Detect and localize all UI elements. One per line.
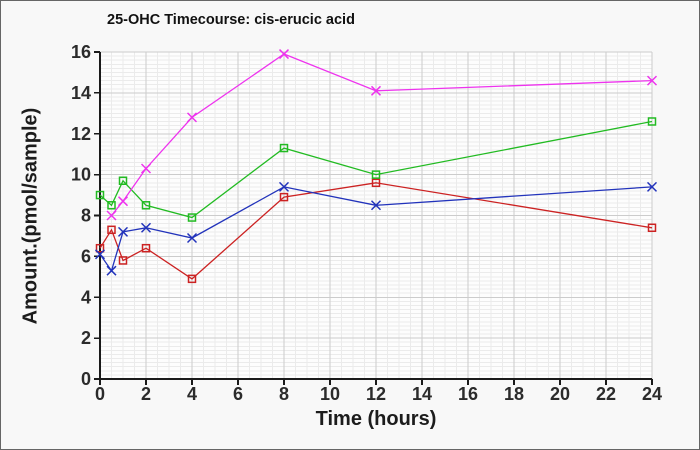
marker-square-green <box>279 143 289 153</box>
x-tick-label: 14 <box>412 384 432 404</box>
y-axis-label: Amount.(pmol/sample) <box>19 107 42 325</box>
marker-square-green <box>95 190 105 200</box>
x-tick-label: 24 <box>642 384 662 404</box>
marker-x-magenta <box>186 112 198 123</box>
marker-x-blue <box>370 200 382 211</box>
marker-square-red <box>371 178 381 188</box>
marker-x-blue <box>140 222 152 233</box>
marker-x-blue <box>106 265 117 276</box>
marker-x-magenta <box>140 163 152 174</box>
y-tick-label: 12 <box>71 124 91 144</box>
x-tick-label: 18 <box>504 384 524 404</box>
series-line-blue <box>99 186 653 273</box>
y-tick-label: 0 <box>81 369 91 389</box>
series-line-red <box>99 182 653 280</box>
y-tick-label: 16 <box>71 42 91 62</box>
marker-square-green <box>107 201 116 210</box>
y-tick-label: 6 <box>81 246 91 266</box>
marker-x-blue <box>278 181 290 192</box>
marker-square-green <box>187 213 197 222</box>
marker-x-magenta <box>646 75 658 86</box>
marker-x-magenta <box>278 49 290 60</box>
x-tick-label: 22 <box>596 384 616 404</box>
marker-x-blue <box>117 226 129 237</box>
marker-square-red <box>107 225 116 235</box>
marker-square-green <box>647 117 657 126</box>
marker-square-red <box>118 256 128 265</box>
y-tick-label: 4 <box>81 287 91 307</box>
marker-square-red <box>141 243 151 253</box>
marker-x-blue <box>646 181 658 192</box>
marker-square-red <box>187 274 197 284</box>
marker-square-red <box>647 223 657 233</box>
marker-x-blue <box>94 249 106 260</box>
marker-square-green <box>118 176 128 186</box>
marker-square-red <box>279 192 289 202</box>
x-tick-label: 6 <box>233 384 243 404</box>
y-tick-label: 8 <box>81 206 91 226</box>
marker-x-magenta <box>106 210 117 221</box>
y-tick-label: 10 <box>71 165 91 185</box>
chart-title: 25-OHC Timecourse: cis-erucic acid <box>107 12 355 28</box>
y-tick-label: 2 <box>81 328 91 348</box>
y-tick-label: 14 <box>71 83 91 103</box>
x-tick-label: 0 <box>95 384 105 404</box>
marker-x-magenta <box>370 85 382 96</box>
x-axis-label: Time (hours) <box>315 408 437 430</box>
marker-square-green <box>141 201 151 210</box>
x-tick-label: 4 <box>187 384 197 404</box>
x-tick-label: 8 <box>279 384 289 404</box>
marker-x-blue <box>186 232 198 244</box>
x-tick-label: 10 <box>320 384 340 404</box>
x-tick-label: 12 <box>366 384 386 404</box>
marker-square-green <box>371 170 381 179</box>
x-tick-label: 20 <box>550 384 570 404</box>
marker-square-red <box>95 243 105 253</box>
x-tick-label: 16 <box>458 384 478 404</box>
marker-x-magenta <box>117 196 129 207</box>
x-tick-label: 2 <box>141 384 151 404</box>
